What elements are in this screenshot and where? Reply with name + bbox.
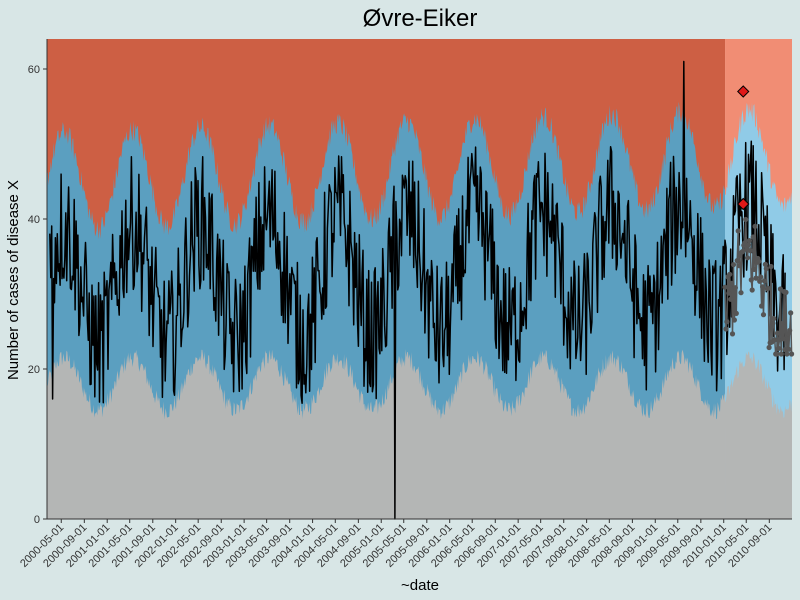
prediction-point	[733, 310, 739, 316]
prediction-point	[789, 351, 795, 357]
y-tick-label: 0	[34, 514, 40, 526]
prediction-point	[748, 277, 754, 283]
prediction-point	[777, 286, 784, 292]
prediction-point	[744, 255, 751, 261]
prediction-point	[727, 271, 733, 277]
prediction-point	[743, 216, 749, 223]
prediction-point	[729, 280, 735, 286]
prediction-point	[765, 285, 771, 291]
series-observed-line	[49, 60, 786, 520]
prediction-point	[723, 326, 729, 332]
prediction-point	[778, 351, 784, 357]
prediction-point	[763, 266, 769, 272]
prediction-point	[745, 242, 752, 248]
prediction-point	[722, 284, 728, 290]
alert-marker	[737, 197, 750, 211]
prediction-low-zone	[725, 351, 792, 519]
prediction-point	[729, 331, 736, 337]
prediction-point	[772, 337, 778, 343]
prediction-point	[732, 285, 739, 291]
prediction-point	[759, 303, 765, 309]
prediction-point	[738, 290, 744, 296]
prediction-point	[766, 344, 772, 351]
prediction-point	[784, 351, 790, 357]
prediction-point	[779, 321, 785, 327]
y-axis-title: Number of cases of disease X	[5, 180, 22, 380]
prediction-point	[780, 336, 786, 342]
prediction-point	[775, 345, 782, 351]
prediction-point	[728, 296, 734, 302]
prediction-point	[788, 310, 794, 316]
prediction-point	[768, 263, 774, 270]
prediction-point	[750, 234, 756, 240]
prediction-point	[771, 315, 777, 322]
prediction-point	[774, 351, 780, 357]
prediction-point	[783, 289, 789, 295]
prediction-point	[724, 319, 730, 325]
prediction-point	[747, 247, 754, 254]
prediction-point	[752, 223, 758, 229]
prediction-point	[734, 258, 740, 264]
prediction-point	[726, 290, 732, 296]
prediction-point	[730, 262, 737, 268]
y-tick-label: 20	[28, 364, 40, 376]
baseline-low-zone	[47, 349, 726, 519]
alert-marker	[737, 85, 750, 98]
y-tick-label: 60	[28, 64, 40, 76]
chart-title: Øvre-Eiker	[363, 5, 478, 32]
prediction-point	[775, 330, 781, 336]
prediction-point	[760, 312, 767, 318]
prediction-point	[761, 278, 768, 284]
prediction-point	[756, 258, 762, 264]
prediction-point	[762, 261, 769, 267]
plot-area	[47, 39, 795, 520]
prediction-point	[787, 327, 793, 334]
prediction-point	[753, 275, 759, 281]
prediction-point	[757, 278, 763, 284]
prediction-point	[758, 274, 764, 280]
prediction-point	[770, 320, 776, 326]
prediction-point	[751, 266, 757, 272]
prediction-point	[749, 287, 755, 293]
prediction-point	[746, 238, 753, 244]
prediction-point	[760, 284, 766, 290]
prediction-point	[786, 346, 792, 352]
prediction-point	[736, 263, 742, 269]
prediction-point	[735, 228, 741, 234]
y-tick-label: 40	[28, 214, 40, 226]
x-axis-title: ~date	[401, 577, 439, 594]
prediction-point	[731, 317, 738, 323]
